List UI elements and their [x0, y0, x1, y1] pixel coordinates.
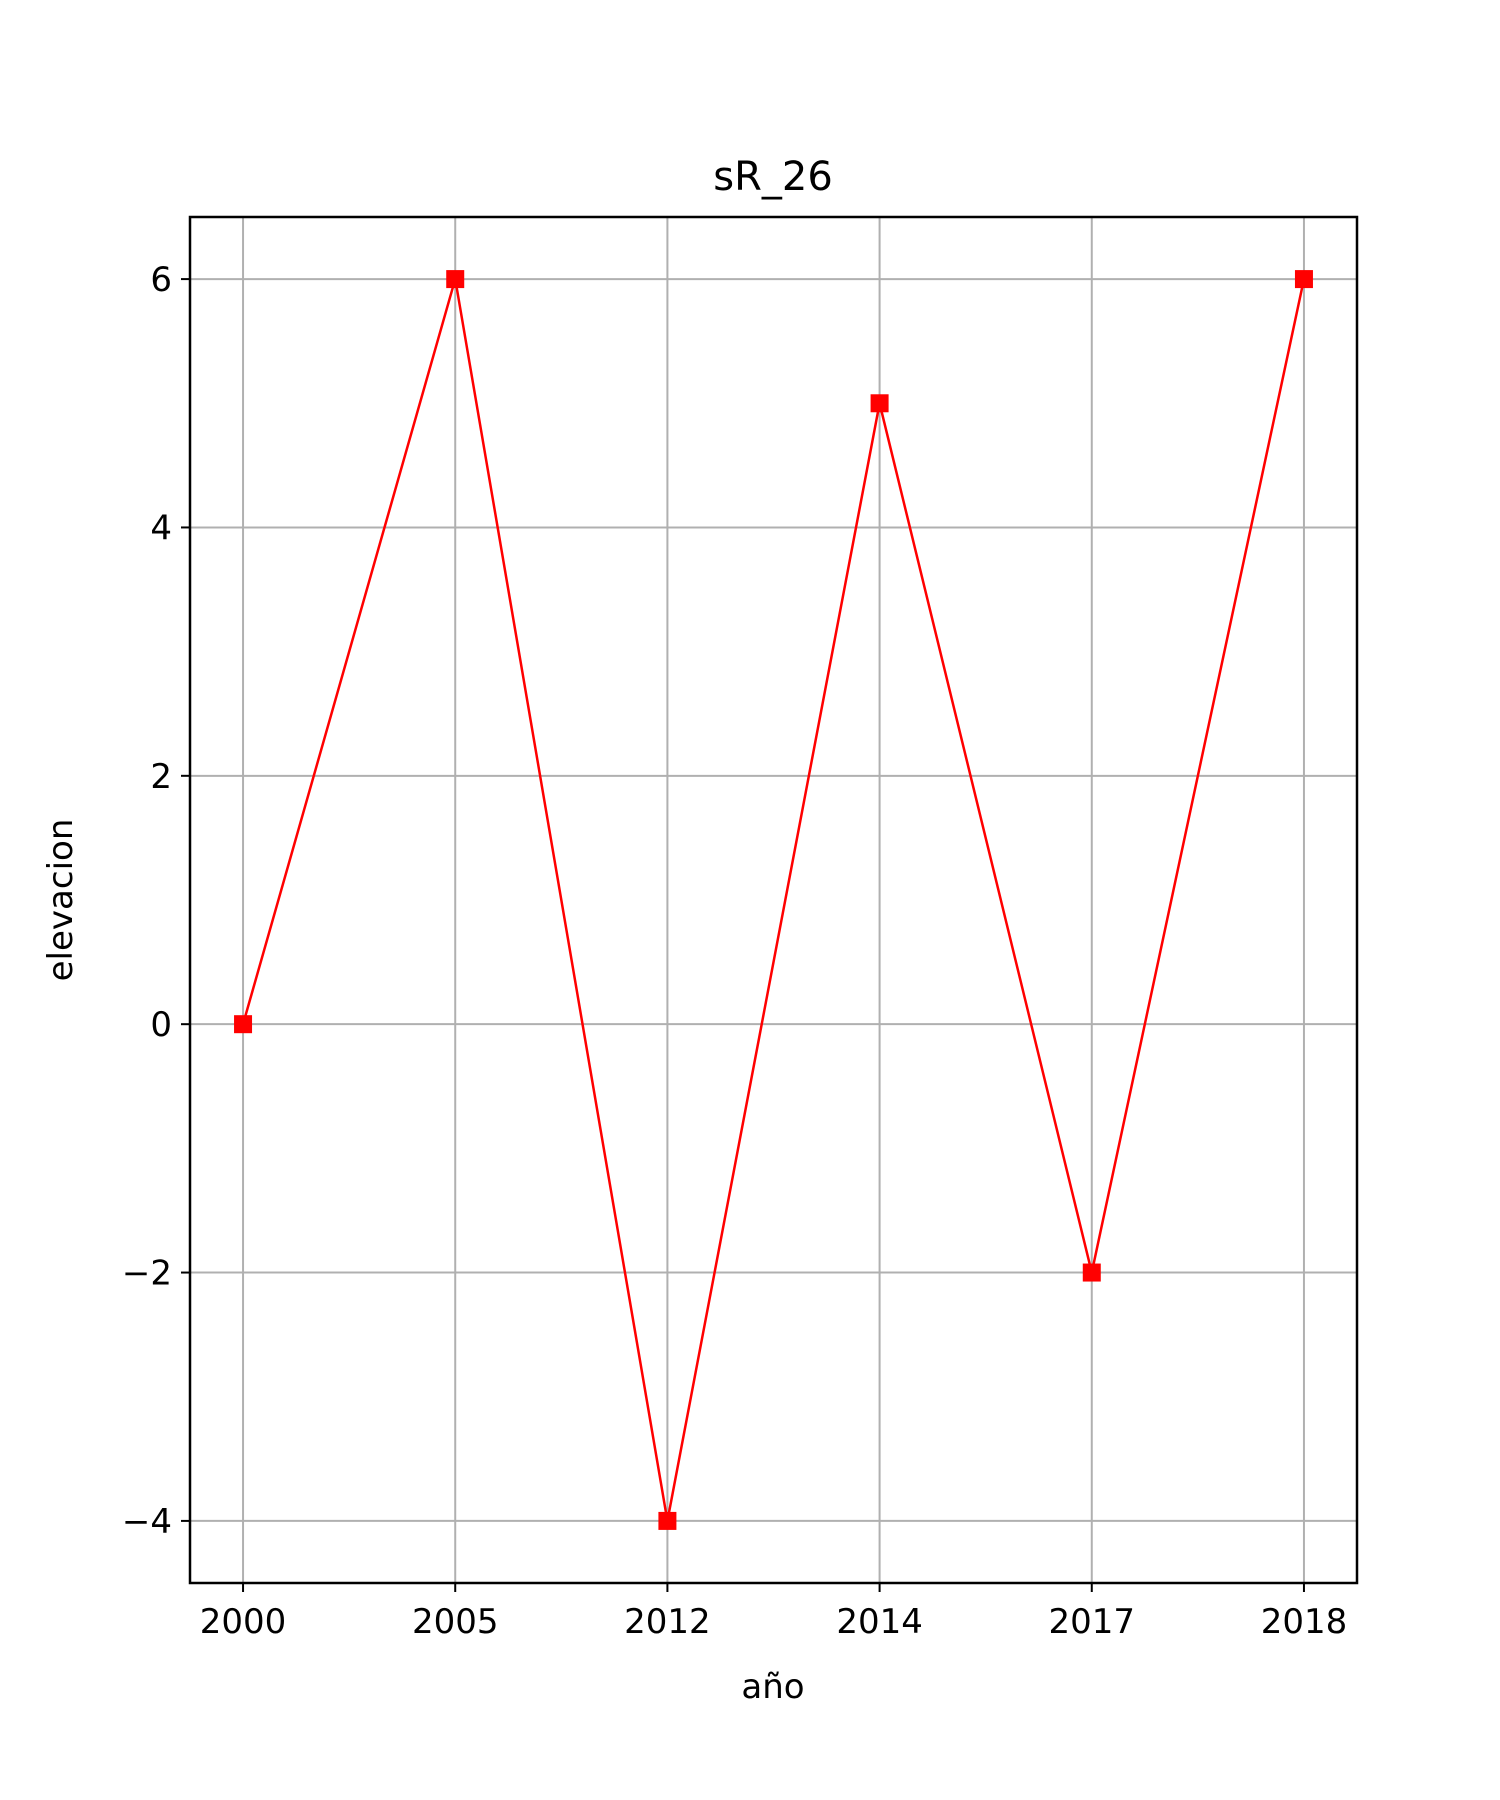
x-axis-label: año: [741, 1667, 804, 1707]
y-tick-label: 6: [150, 260, 172, 300]
data-point-marker: [658, 1511, 677, 1530]
y-tick-label: −4: [122, 1502, 172, 1542]
series-line: [241, 278, 1306, 1522]
data-point-marker: [1294, 270, 1313, 289]
x-tick-label: 2018: [1261, 1602, 1348, 1642]
x-tick-label: 2005: [412, 1602, 499, 1642]
y-axis-label: elevacion: [41, 819, 81, 982]
y-tick-label: 2: [150, 757, 172, 797]
y-tick-label: 4: [150, 508, 172, 548]
y-tick-label: −2: [122, 1254, 172, 1294]
series-layer: [234, 270, 1313, 1530]
axis-ticks: 2000 2005 2012 2014 2017 2018 −4 −2 0 2 4 6: [122, 260, 1347, 1642]
x-tick-label: 2014: [836, 1602, 923, 1642]
data-point-marker: [870, 394, 889, 413]
chart-title: sR_26: [713, 154, 833, 200]
data-point-marker: [446, 270, 465, 289]
x-tick-label: 2017: [1049, 1602, 1136, 1642]
data-point-marker: [234, 1015, 253, 1034]
y-tick-label: 0: [150, 1005, 172, 1045]
plot-area-frame: [188, 215, 1359, 1585]
x-tick-label: 2000: [200, 1602, 287, 1642]
x-tick-label: 2012: [624, 1602, 711, 1642]
data-point-marker: [1082, 1263, 1101, 1282]
grid: [190, 217, 1357, 1583]
